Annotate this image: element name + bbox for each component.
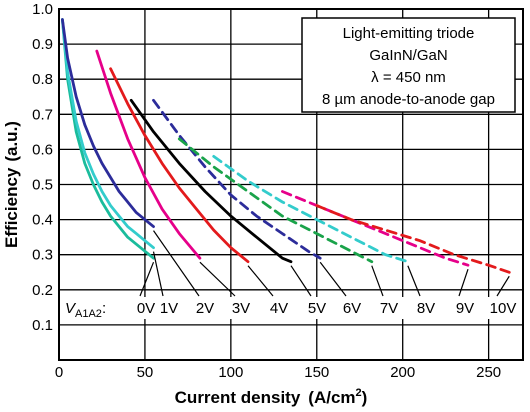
x-tick-label: 50 bbox=[137, 364, 154, 381]
label-leader-lines bbox=[139, 230, 510, 297]
series-label-colon: : bbox=[102, 300, 106, 317]
series-label-5V: 5V bbox=[308, 300, 326, 317]
leader-line-1V bbox=[152, 251, 164, 297]
leader-line-0V bbox=[139, 261, 155, 297]
y-tick-label: 0.1 bbox=[32, 317, 53, 334]
series-labels: 0V 1V 2V 3V 4V 5V 6V 7V 8V 9V 10V bbox=[137, 300, 517, 317]
x-tick-label: 200 bbox=[390, 364, 415, 381]
y-tick-label: 0.7 bbox=[32, 106, 53, 123]
x-tick-label: 0 bbox=[55, 364, 63, 381]
annotation-line-1: Light-emitting triode bbox=[343, 25, 475, 42]
leader-line-2V bbox=[153, 230, 200, 297]
series-label-1V: 1V bbox=[160, 300, 178, 317]
series-line-5V bbox=[129, 98, 293, 264]
y-tick-label: 0.2 bbox=[32, 282, 53, 299]
plot-frame bbox=[58, 8, 524, 361]
leader-line-10V bbox=[496, 275, 510, 297]
leader-line-9V bbox=[458, 269, 469, 297]
y-axis-title: Efficiency(a.u.) bbox=[2, 121, 21, 248]
y-tick-label: 0.5 bbox=[32, 177, 53, 194]
leader-line-5V bbox=[290, 265, 312, 297]
y-tick-label: 1.0 bbox=[32, 1, 53, 18]
annotation-line-2: GaInN/GaN bbox=[369, 47, 447, 64]
x-tick-label: 250 bbox=[476, 364, 501, 381]
x-tick-label: 100 bbox=[218, 364, 243, 381]
x-tick-label: 150 bbox=[304, 364, 329, 381]
series-line-1V bbox=[61, 18, 155, 250]
y-tick-label: 0.3 bbox=[32, 247, 53, 264]
y-tick-label: 0.6 bbox=[32, 141, 53, 158]
y-tick-label: 0.9 bbox=[32, 36, 53, 53]
series-label-2V: 2V bbox=[196, 300, 214, 317]
leader-line-4V bbox=[247, 265, 274, 297]
series-label-7V: 7V bbox=[380, 300, 398, 317]
y-tick-label: 0.8 bbox=[32, 71, 53, 88]
series-label-4V: 4V bbox=[270, 300, 288, 317]
x-tick-labels: 0 50 100 150 200 250 bbox=[55, 364, 501, 381]
series-line-8V bbox=[212, 155, 410, 264]
series-label-0V: 0V bbox=[137, 300, 155, 317]
series-line-3V bbox=[95, 49, 202, 260]
leader-line-6V bbox=[319, 261, 347, 297]
y-tick-labels: 0.1 0.2 0.3 0.4 0.5 0.6 0.7 0.8 0.9 1.0 bbox=[32, 1, 53, 334]
series-line-10V bbox=[315, 204, 511, 274]
leader-line-8V bbox=[407, 265, 421, 297]
series-label-3V: 3V bbox=[232, 300, 250, 317]
series-lines bbox=[61, 18, 511, 274]
series-line-7V bbox=[177, 137, 374, 264]
series-label-8V: 8V bbox=[417, 300, 435, 317]
series-label-background bbox=[61, 297, 521, 319]
annotation-box: Light-emitting triode GaInN/GaN λ = 450 … bbox=[301, 17, 516, 113]
series-label-prefix: VA1A2: bbox=[65, 300, 106, 320]
series-line-4V bbox=[109, 67, 250, 264]
series-label-subscript: A1A2 bbox=[75, 308, 102, 320]
series-label-9V: 9V bbox=[456, 300, 474, 317]
leader-line-7V bbox=[371, 265, 384, 297]
x-axis-title: Current density (A/cm2) bbox=[175, 387, 368, 407]
series-line-0V bbox=[61, 18, 155, 260]
leader-line-3V bbox=[199, 261, 236, 297]
annotation-line-3: λ = 450 nm bbox=[371, 69, 446, 86]
series-label-6V: 6V bbox=[343, 300, 361, 317]
series-label-10V: 10V bbox=[490, 300, 517, 317]
y-tick-label: 0.4 bbox=[32, 212, 53, 229]
series-line-2V bbox=[61, 18, 155, 228]
annotation-line-4: 8 µm anode-to-anode gap bbox=[322, 91, 495, 108]
